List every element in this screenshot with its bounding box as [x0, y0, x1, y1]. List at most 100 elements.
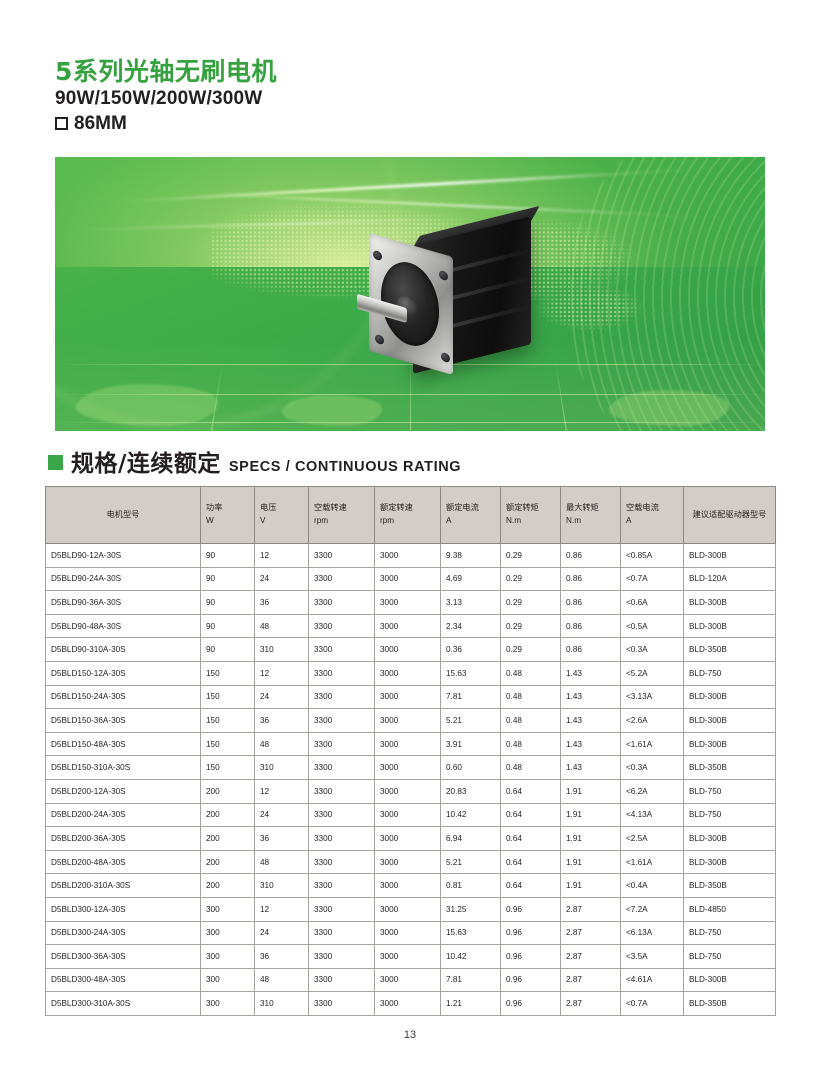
column-header-unit: N.m [566, 516, 582, 525]
cell-model: D5BLD150-48A-30S [45, 731, 201, 757]
cell-value: BLD-350B [683, 991, 776, 1016]
cell-value: 300 [200, 896, 255, 922]
cell-value: 90 [200, 566, 255, 592]
cell-value: 4.69 [440, 566, 501, 592]
cell-value: 10.42 [440, 802, 501, 828]
cell-model: D5BLD200-12A-30S [45, 778, 201, 804]
cell-value: 300 [200, 991, 255, 1016]
cell-value: 3000 [374, 967, 441, 993]
cell-value: 2.87 [560, 967, 621, 993]
cell-value: 0.96 [500, 991, 561, 1016]
table-row: D5BLD90-36A-30S 90 36 3300 3000 3.13 0.29 0.86 <… [45, 590, 776, 615]
cell-value: 3000 [374, 566, 441, 592]
column-header-unit: rpm [314, 516, 329, 525]
cell-value: 310 [254, 873, 309, 898]
cell-value: BLD-300B [683, 708, 776, 733]
cell-value: <0.6A [620, 590, 684, 615]
column-header-unit: rpm [380, 516, 395, 525]
cell-value: BLD-300B [683, 613, 776, 639]
cell-value: BLD-350B [683, 873, 776, 898]
cell-value: BLD-300B [683, 849, 776, 875]
table-row: D5BLD150-310A-30S 150 310 3300 3000 0.60 0.48 1… [45, 755, 776, 780]
cell-value: 1.91 [560, 849, 621, 875]
cell-value: 0.64 [500, 802, 561, 828]
power-range-label: 90W/150W/200W/300W [55, 88, 263, 109]
cell-value: 3000 [374, 660, 441, 686]
column-header-label: 最大转矩 [566, 503, 599, 513]
cell-value: <0.7A [620, 991, 684, 1016]
cell-value: 0.96 [500, 896, 561, 922]
cell-value: 3300 [308, 873, 375, 898]
perspective-grid-line [410, 348, 411, 431]
page-title-block: 5系列光轴无刷电机 90W/150W/200W/300W 86MM [55, 58, 655, 135]
cell-value: 1.43 [560, 755, 621, 780]
cell-value: 1.91 [560, 802, 621, 828]
cell-value: 3000 [374, 755, 441, 780]
cell-value: 1.91 [560, 778, 621, 804]
cell-value: 24 [254, 920, 309, 946]
cell-value: 0.64 [500, 849, 561, 875]
column-header-2: 电压 V [254, 486, 309, 544]
cell-value: BLD-350B [683, 755, 776, 780]
cell-value: 3000 [374, 896, 441, 922]
cell-value: 0.96 [500, 944, 561, 969]
cell-value: 3300 [308, 613, 375, 639]
cell-value: 3300 [308, 896, 375, 922]
cell-value: 3300 [308, 731, 375, 757]
column-header-label: 空载转速 [314, 503, 347, 513]
table-row: D5BLD150-36A-30S 150 36 3300 3000 5.21 0.48 1.4… [45, 708, 776, 733]
cell-value: 1.43 [560, 731, 621, 757]
cell-value: 90 [200, 543, 255, 568]
column-header-4: 额定转速 rpm [374, 486, 441, 544]
cell-value: 48 [254, 613, 309, 639]
column-header-3: 空载转速 rpm [308, 486, 375, 544]
cell-value: 0.64 [500, 778, 561, 804]
cell-value: 1.91 [560, 826, 621, 851]
cell-value: 15.63 [440, 660, 501, 686]
cell-model: D5BLD300-48A-30S [45, 967, 201, 993]
table-row: D5BLD300-24A-30S 300 24 3300 3000 15.63 0.96 2.… [45, 920, 776, 946]
cell-value: 3300 [308, 991, 375, 1016]
cell-model: D5BLD150-36A-30S [45, 708, 201, 733]
cell-value: 1.21 [440, 991, 501, 1016]
cell-value: 3300 [308, 590, 375, 615]
cell-value: 9.38 [440, 543, 501, 568]
cell-value: 3000 [374, 708, 441, 733]
specs-section-heading: 规格/连续额定 SPECS / CONTINUOUS RATING [48, 444, 461, 478]
cell-value: BLD-750 [683, 778, 776, 804]
cell-value: 2.87 [560, 944, 621, 969]
cell-value: 36 [254, 590, 309, 615]
cell-value: 36 [254, 944, 309, 969]
column-header-label: 电压 [260, 503, 277, 513]
table-row: D5BLD90-310A-30S 90 310 3300 3000 0.36 0.29 0.8… [45, 637, 776, 662]
column-header-9: 建议适配驱动器型号 [683, 486, 776, 544]
table-row: D5BLD300-310A-30S 300 310 3300 3000 1.21 0.96 2… [45, 991, 776, 1016]
cell-value: <0.85A [620, 543, 684, 568]
cell-value: 3300 [308, 802, 375, 828]
cell-value: 24 [254, 566, 309, 592]
cell-value: 3.13 [440, 590, 501, 615]
cell-value: 3000 [374, 849, 441, 875]
cell-value: <0.3A [620, 637, 684, 662]
cell-value: 1.91 [560, 873, 621, 898]
cell-value: 3000 [374, 684, 441, 710]
cell-value: 12 [254, 660, 309, 686]
ground-continent-shape [76, 384, 219, 426]
cell-value: 0.48 [500, 708, 561, 733]
cell-value: 0.96 [500, 967, 561, 993]
cell-value: <6.13A [620, 920, 684, 946]
table-row: D5BLD150-24A-30S 150 24 3300 3000 7.81 0.48 1.4… [45, 684, 776, 710]
cell-value: 0.86 [560, 566, 621, 592]
cell-value: 3000 [374, 920, 441, 946]
section-title-en: SPECS / CONTINUOUS RATING [228, 459, 462, 475]
cell-value: 3300 [308, 637, 375, 662]
cell-value: 48 [254, 849, 309, 875]
cell-value: 200 [200, 778, 255, 804]
cell-value: 200 [200, 849, 255, 875]
cell-value: 5.21 [440, 849, 501, 875]
cell-value: 7.81 [440, 684, 501, 710]
cell-value: 2.87 [560, 920, 621, 946]
cell-value: BLD-300B [683, 967, 776, 993]
cell-model: D5BLD150-12A-30S [45, 660, 201, 686]
cell-value: 1.43 [560, 660, 621, 686]
